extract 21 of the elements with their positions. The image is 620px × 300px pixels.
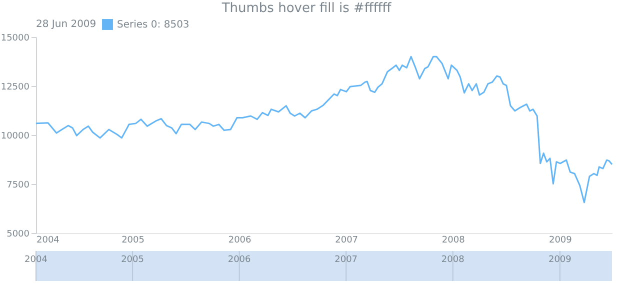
legend-title: 28 Jun 2009 — [36, 19, 96, 30]
y-tick-label: 15000 — [0, 34, 30, 44]
x-tick-label: 2004 — [36, 236, 60, 246]
chart-title: Thumbs hover fill is #ffffff — [220, 1, 392, 16]
x-tick-label: 2009 — [548, 236, 572, 246]
line-series — [35, 56, 613, 204]
x2-tick-label: 2009 — [548, 255, 572, 265]
x-tick-label: 2005 — [122, 236, 144, 246]
x2-tick-label: 2004 — [24, 255, 48, 265]
y-tick-label: 7500 — [6, 180, 30, 190]
x-tick-label: 2008 — [442, 236, 466, 246]
y-tick-label: 5000 — [6, 230, 30, 240]
x2-tick-label: 2005 — [121, 255, 144, 265]
x-tick-label: 2006 — [228, 236, 252, 246]
x2-tick-label: 2008 — [441, 255, 465, 265]
legend-label: Series 0: 8503 — [117, 20, 190, 30]
x-tick-label: 2007 — [335, 236, 358, 246]
y-tick-label: 12500 — [0, 82, 30, 92]
y-tick-label: 10000 — [0, 132, 30, 142]
x2-tick-label: 2006 — [228, 255, 252, 265]
x2-tick-label: 2007 — [334, 255, 358, 265]
